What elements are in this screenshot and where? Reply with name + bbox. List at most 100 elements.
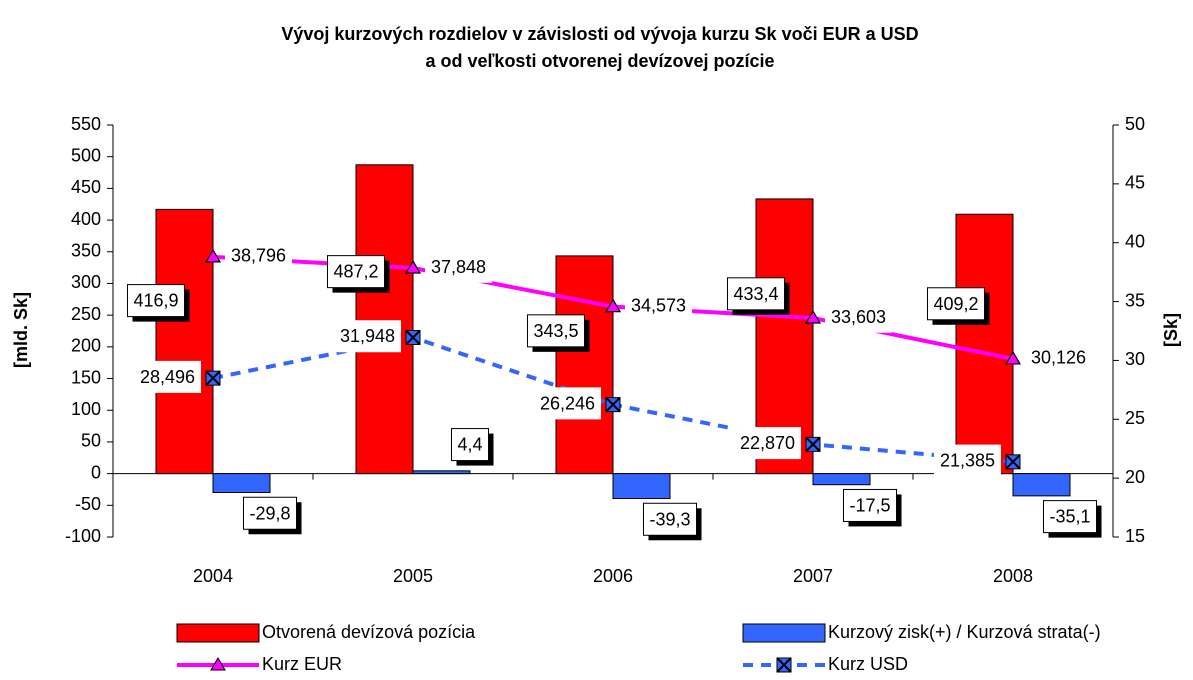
label-box [225, 239, 293, 272]
marker-cross [605, 396, 621, 413]
label-box [533, 387, 601, 420]
x-tick-label: 2008 [993, 566, 1033, 586]
data-label: -35,1 [1049, 507, 1090, 527]
x-tick-label: 2007 [793, 566, 833, 586]
chart-title: a od veľkosti otvorenej devízovej pozíci… [425, 51, 774, 71]
data-label-group: 38,796 [225, 239, 293, 272]
data-label-group: 26,246 [533, 387, 601, 420]
y-tick-label: -50 [75, 494, 101, 514]
data-label-group: 433,4 [726, 277, 790, 315]
label-box [933, 444, 1001, 477]
label-box [642, 502, 698, 536]
y2-tick-label: 50 [1125, 114, 1145, 134]
y2-tick-label: 35 [1125, 290, 1145, 310]
label-box [825, 300, 893, 333]
data-label-group: 416,9 [126, 284, 190, 322]
marker [804, 309, 822, 324]
legend-label: Kurz USD [828, 654, 908, 674]
data-label: -17,5 [849, 495, 890, 515]
label-box [133, 360, 201, 393]
label-box [733, 427, 801, 460]
marker-cross [805, 436, 821, 453]
y2-tick-label: 40 [1125, 231, 1145, 251]
y-tick-label: 100 [71, 399, 101, 419]
marker [805, 436, 821, 453]
chart-title: Vývoj kurzových rozdielov v závislosti o… [281, 24, 918, 44]
data-label: 343,5 [533, 321, 578, 341]
y-axis-label: [mld. Sk] [11, 292, 31, 368]
data-label-group: 343,5 [526, 314, 590, 352]
marker-cross [1005, 454, 1021, 470]
y-tick-label: 50 [81, 431, 101, 451]
marker [604, 298, 622, 313]
marker [605, 396, 621, 413]
label-box [526, 314, 586, 348]
y-tick-label: 500 [71, 145, 101, 165]
data-label-group: 21,385 [933, 444, 1001, 477]
y-tick-label: 250 [71, 304, 101, 324]
data-label: 487,2 [333, 262, 378, 282]
y-tick-label: 0 [91, 462, 101, 482]
data-label-group: 37,848 [425, 250, 493, 283]
bar [812, 473, 871, 486]
data-label-group: -17,5 [842, 488, 902, 527]
data-label: 26,246 [540, 393, 595, 413]
y-tick-label: 200 [71, 336, 101, 356]
bar [412, 470, 471, 475]
legend-label: Kurz EUR [262, 654, 342, 674]
data-label-group: 30,126 [1025, 341, 1093, 374]
data-label: -29,8 [249, 503, 290, 523]
label-box [726, 277, 786, 311]
data-label: 31,948 [340, 326, 395, 346]
marker [404, 259, 422, 274]
data-label-group: 22,870 [733, 427, 801, 460]
data-label: 37,848 [431, 257, 486, 277]
x-tick-label: 2006 [593, 566, 633, 586]
marker [205, 370, 221, 386]
bar [1012, 473, 1071, 497]
data-label: 28,496 [140, 367, 195, 387]
y2-tick-label: 20 [1125, 467, 1145, 487]
x-tick-label: 2004 [193, 566, 233, 586]
y2-axis-label: [Sk] [1161, 313, 1181, 347]
y2-tick-label: 30 [1125, 349, 1145, 369]
x-tick-label: 2005 [393, 566, 433, 586]
y-tick-label: 550 [71, 114, 101, 134]
y-tick-label: 300 [71, 272, 101, 292]
data-label: 433,4 [733, 284, 778, 304]
y-tick-label: -100 [65, 526, 101, 546]
label-box [1042, 500, 1098, 534]
marker [405, 329, 421, 346]
y-tick-label: 450 [71, 177, 101, 197]
marker [1005, 454, 1021, 470]
legend-marker [210, 657, 226, 671]
data-label: -39,3 [649, 509, 690, 529]
legend-swatch [176, 623, 260, 643]
bar [612, 473, 671, 500]
legend-swatch [742, 623, 826, 643]
label-box [333, 320, 401, 353]
label-box [425, 250, 493, 283]
data-label-group: 409,2 [926, 287, 990, 325]
bar [955, 213, 1014, 475]
bar [355, 164, 414, 475]
legend-marker [776, 657, 792, 673]
data-label: 22,870 [740, 433, 795, 453]
label-box [842, 488, 898, 522]
label-box [926, 287, 986, 321]
data-label-group: 487,2 [326, 255, 390, 293]
bar [555, 255, 614, 475]
marker [1004, 350, 1022, 365]
label-box [126, 284, 186, 318]
label-box [1025, 341, 1093, 374]
y2-tick-label: 25 [1125, 408, 1145, 428]
data-label: 21,385 [940, 451, 995, 471]
marker-cross [205, 370, 221, 386]
data-label-group: 31,948 [333, 320, 401, 353]
bar [155, 208, 214, 475]
label-box [242, 496, 298, 530]
data-label: 4,4 [457, 435, 482, 455]
marker-cross [405, 329, 421, 346]
y2-tick-label: 15 [1125, 526, 1145, 546]
